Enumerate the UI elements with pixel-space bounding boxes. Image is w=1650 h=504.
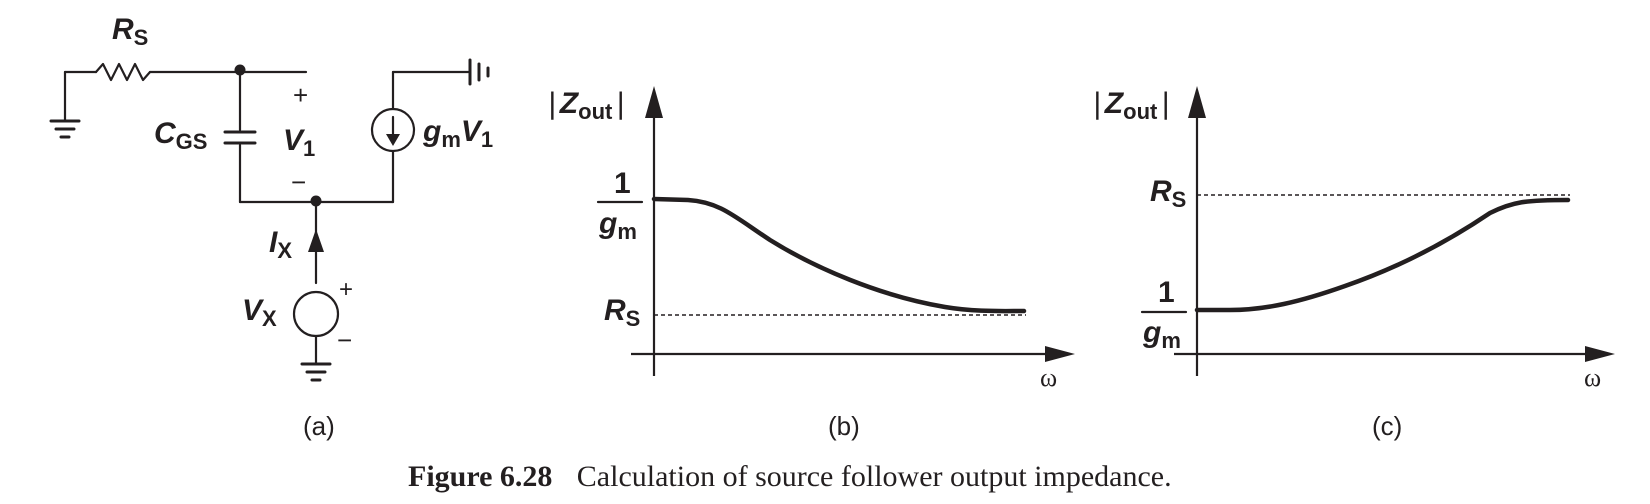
ylabel-b: | Zout |	[548, 87, 624, 124]
xlabel-b: ω	[1040, 363, 1057, 392]
zout-curve-c	[1194, 197, 1571, 313]
frac-den-c: gm	[1142, 316, 1181, 353]
xlabel-c: ω	[1584, 363, 1601, 392]
frac-den-b: gm	[598, 207, 637, 244]
caption-a: (a)	[303, 411, 335, 441]
figure-caption-text: Calculation of source follower output im…	[577, 460, 1172, 493]
label-rs-c: RS	[1150, 175, 1186, 212]
label-v1-plus: +	[293, 80, 308, 110]
zout-curve-b	[651, 196, 1027, 314]
label-cgs: CGS	[154, 117, 207, 154]
node-gate	[234, 64, 246, 76]
ylabel-c: | Zout |	[1093, 87, 1169, 124]
capacitor-cgs	[223, 70, 257, 204]
label-v1: V1	[283, 124, 315, 161]
caption-b: (b)	[828, 411, 860, 441]
ground-symbol-bottom	[300, 362, 332, 382]
ground-symbol-left	[49, 70, 81, 139]
figure-caption-label: Figure 6.28	[408, 460, 552, 493]
figure-caption: Figure 6.28 Calculation of source follow…	[408, 460, 1172, 493]
label-rs-b: RS	[604, 294, 640, 331]
label-gmv1: gmV1	[422, 115, 493, 152]
label-vx: VX	[242, 294, 277, 331]
label-ix: IX	[269, 226, 292, 263]
caption-c: (c)	[1372, 411, 1402, 441]
label-vx-minus: −	[337, 325, 352, 355]
circuit-panel-a: RS CGS + V1 − gmV1 IX VX + − (a)	[49, 13, 493, 441]
current-source-gmv1	[370, 107, 416, 153]
voltage-source-vx	[292, 290, 340, 338]
current-arrow-ix	[308, 229, 324, 252]
resistor-rs	[94, 62, 152, 82]
label-v1-minus: −	[291, 167, 306, 197]
frac-num-b: 1	[614, 167, 631, 200]
plot-panel-b: | Zout | 1 gm RS ω (b)	[548, 86, 1075, 441]
label-rs: RS	[112, 13, 148, 50]
plot-panel-c: | Zout | RS 1 gm ω (c)	[1093, 86, 1615, 441]
frac-num-c: 1	[1158, 276, 1175, 309]
label-vx-plus: +	[339, 276, 353, 303]
ground-symbol-right	[468, 58, 490, 86]
